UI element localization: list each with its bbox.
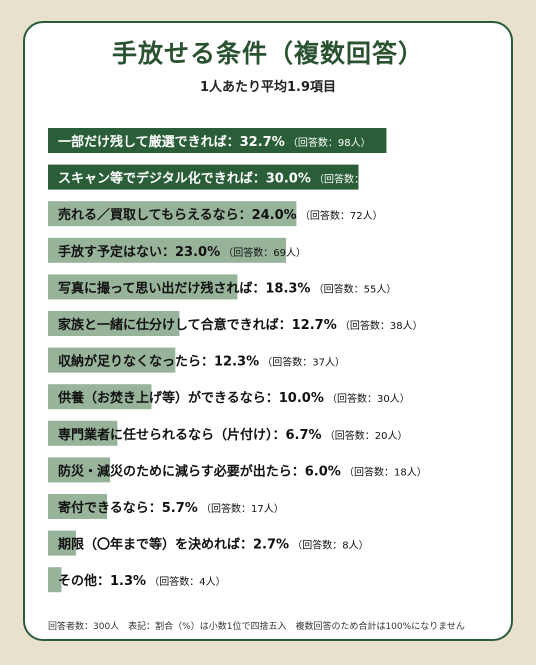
category-label-5: 写真に撮って思い出だけ残されば： xyxy=(58,280,265,296)
bar-13 xyxy=(48,567,62,593)
category-label-9: 専門業者に任せられるなら（片付け）： xyxy=(58,427,286,443)
count-label-7: （回答数：37人） xyxy=(259,356,345,369)
value-label-6: 12.7% xyxy=(292,318,337,333)
footnote: 回答者数：300人 表記：割合（%）は小数1位で四捨五入 複数回答のため合計は1… xyxy=(48,622,465,632)
bar-label-10: 防災・減災のために減らす必要が出たら：6.0% （回答数：18人） xyxy=(58,463,427,479)
value-label-4: 23.0% xyxy=(175,245,220,260)
bar-6 xyxy=(48,311,180,336)
bar-label-2: スキャン等でデジタル化できれば：30.0% （回答数：90人） xyxy=(58,171,397,187)
category-label-7: 収納が足りなくなったら： xyxy=(58,354,214,370)
value-label-13: 1.3% xyxy=(110,574,146,589)
bar-label-8: 供養（お焚き上げ等）ができるなら：10.0% （回答数：30人） xyxy=(57,390,410,406)
bar-label-13: その他：1.3% （回答数：4人） xyxy=(58,573,226,589)
bar-label-5: 写真に撮って思い出だけ残されば：18.3% （回答数：55人） xyxy=(58,280,396,296)
bar-label-11: 寄付できるなら：5.7% （回答数：17人） xyxy=(58,500,284,516)
bar-label-6: 家族と一緒に仕分けして合意できれば：12.7% （回答数：38人） xyxy=(58,317,423,333)
bar-1 xyxy=(48,128,387,153)
category-label-13: その他： xyxy=(58,573,110,589)
bar-label-3: 売れる／買取してもらえるなら：24.0% （回答数：72人） xyxy=(58,207,383,223)
count-label-8: （回答数：30人） xyxy=(324,392,410,405)
count-label-12: （回答数：8人） xyxy=(289,539,369,552)
count-label-10: （回答数：18人） xyxy=(341,465,427,478)
bar-4 xyxy=(48,237,287,263)
bar-11 xyxy=(48,494,107,519)
count-label-4: （回答数：69人） xyxy=(220,246,306,259)
bar-label-9: 専門業者に任せられるなら（片付け）：6.7% （回答数：20人） xyxy=(58,427,407,443)
bar-7 xyxy=(48,347,176,373)
chart-title: 手放せる条件（複数回答） xyxy=(111,39,424,68)
category-label-11: 寄付できるなら： xyxy=(58,500,162,516)
chart-subtitle: 1人あたり平均1.9項目 xyxy=(199,80,337,95)
count-label-6: （回答数：38人） xyxy=(337,319,423,332)
value-label-9: 6.7% xyxy=(286,428,322,443)
category-label-1: 一部だけ残して厳選できれば： xyxy=(58,134,240,150)
value-label-10: 6.0% xyxy=(305,464,341,479)
count-label-3: （回答数：72人） xyxy=(297,209,383,222)
bar-8 xyxy=(48,384,152,410)
value-label-3: 24.0% xyxy=(252,208,297,223)
count-label-1: （回答数：98人） xyxy=(285,136,371,149)
bar-label-1: 一部だけ残して厳選できれば：32.7% （回答数：98人） xyxy=(58,134,371,150)
bar-label-7: 収納が足りなくなったら：12.3% （回答数：37人） xyxy=(58,354,345,370)
bar-label-4: 手放す予定はない：23.0% （回答数：69人） xyxy=(58,244,306,260)
value-label-12: 2.7% xyxy=(253,538,289,553)
value-label-11: 5.7% xyxy=(162,501,198,516)
count-label-13: （回答数：4人） xyxy=(146,575,226,588)
value-label-7: 12.3% xyxy=(214,355,259,370)
value-label-8: 10.0% xyxy=(279,391,324,406)
count-label-5: （回答数：55人） xyxy=(310,282,396,295)
category-label-10: 防災・減災のために減らす必要が出たら： xyxy=(58,463,305,479)
category-label-2: スキャン等でデジタル化できれば： xyxy=(58,171,266,187)
value-label-5: 18.3% xyxy=(265,281,310,296)
value-label-1: 32.7% xyxy=(240,135,285,150)
category-label-6: 家族と一緒に仕分けして合意できれば： xyxy=(58,317,292,333)
count-label-2: （回答数：90人） xyxy=(311,173,397,186)
bar-5 xyxy=(48,274,238,300)
category-label-8: 供養（お焚き上げ等）ができるなら： xyxy=(57,390,279,406)
category-label-12: 期限（〇年まで等）を決めれば： xyxy=(58,537,253,553)
bar-3 xyxy=(48,201,297,227)
bar-10 xyxy=(48,457,111,483)
bar-2 xyxy=(48,164,359,190)
bar-9 xyxy=(48,420,118,446)
category-label-3: 売れる／買取してもらえるなら： xyxy=(58,207,252,223)
value-label-2: 30.0% xyxy=(266,172,311,187)
bar-12 xyxy=(48,530,76,556)
count-label-9: （回答数：20人） xyxy=(322,429,408,442)
count-label-11: （回答数：17人） xyxy=(198,502,284,515)
bar-label-12: 期限（〇年まで等）を決めれば：2.7% （回答数：8人） xyxy=(58,537,369,553)
category-label-4: 手放す予定はない： xyxy=(58,244,175,260)
